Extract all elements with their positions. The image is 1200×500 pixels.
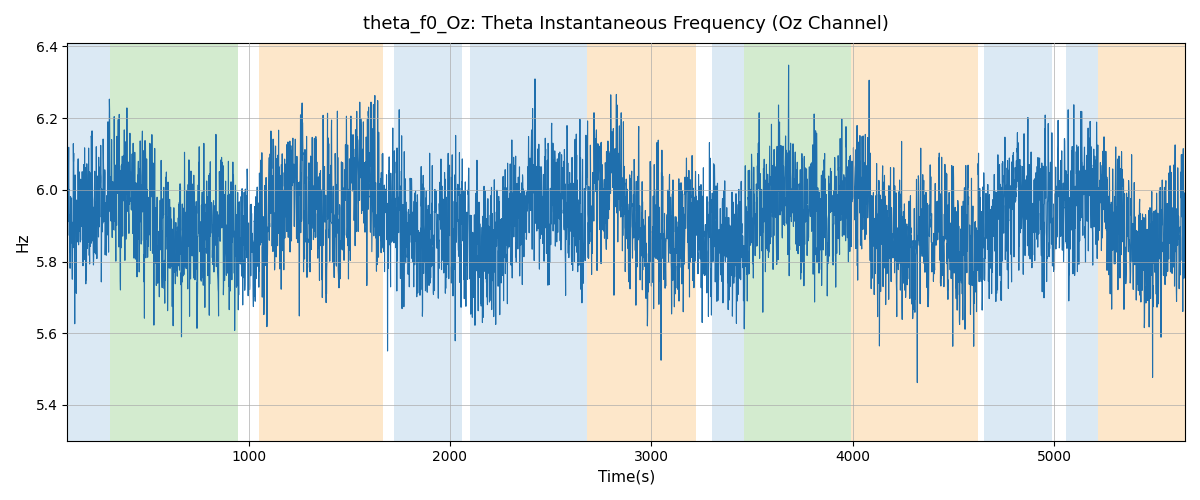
Bar	[1098, 43, 1186, 440]
Bar	[470, 43, 587, 440]
Bar	[851, 43, 978, 440]
X-axis label: Time(s): Time(s)	[598, 470, 655, 485]
Bar	[712, 43, 744, 440]
Bar	[744, 43, 851, 440]
Bar	[1066, 43, 1098, 440]
Bar	[587, 43, 696, 440]
Y-axis label: Hz: Hz	[16, 232, 30, 252]
Bar	[109, 43, 239, 440]
Bar	[394, 43, 462, 440]
Title: theta_f0_Oz: Theta Instantaneous Frequency (Oz Channel): theta_f0_Oz: Theta Instantaneous Frequen…	[364, 15, 889, 34]
Bar	[67, 43, 109, 440]
Bar	[258, 43, 384, 440]
Bar	[984, 43, 1052, 440]
